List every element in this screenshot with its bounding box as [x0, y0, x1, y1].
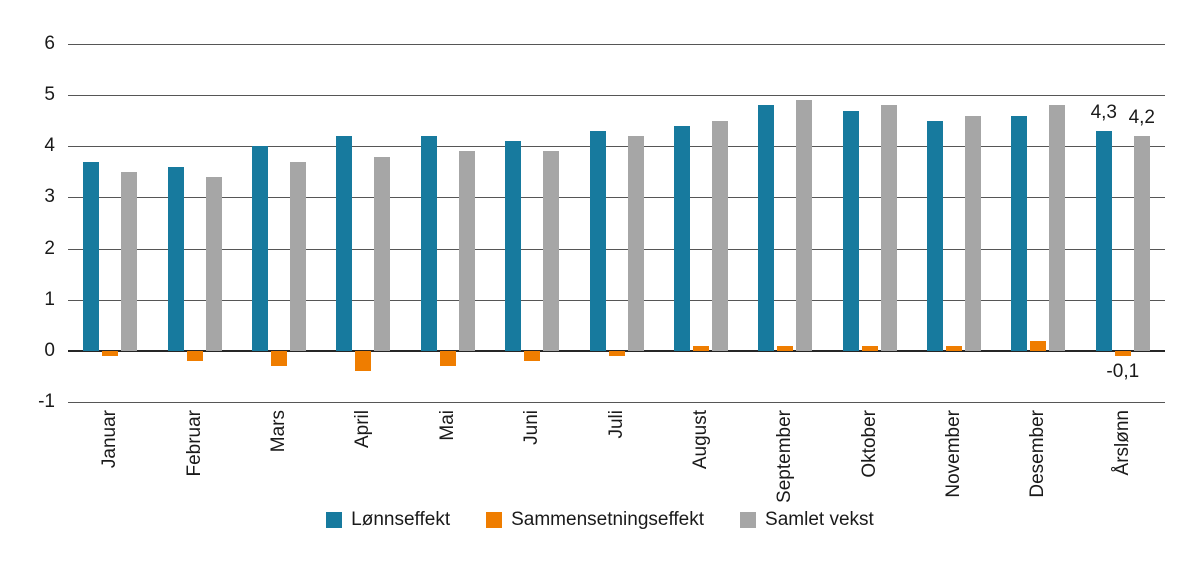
bar-sammensetningseffekt-juli	[608, 351, 625, 357]
x-axis-label: Desember	[1027, 410, 1049, 498]
bar-sammensetningseffekt-april	[355, 351, 372, 372]
bar-l-nnseffekt-august	[673, 125, 690, 351]
data-label: -0,1	[1106, 361, 1140, 383]
legend-swatch-samlet-vekst	[740, 512, 757, 528]
bar-samlet-vekst--rsl-nn	[1133, 136, 1150, 351]
bar-sammensetningseffekt-juni	[524, 351, 541, 362]
legend-label: Sammensetningseffekt	[511, 509, 705, 530]
legend-swatch-l-nnseffekt	[326, 512, 343, 528]
bar-sammensetningseffekt-oktober	[861, 345, 878, 351]
bar-l-nnseffekt-juni	[505, 141, 522, 351]
gridline	[68, 146, 1165, 148]
y-tick-label: 6	[44, 32, 55, 54]
chart-legend: Lønnseffekt Sammensetningseffekt Samlet ve…	[0, 509, 1200, 531]
bar-sammensetningseffekt-september	[777, 345, 794, 351]
bar-samlet-vekst-februar	[205, 177, 222, 351]
gridline	[68, 402, 1165, 404]
x-axis-label: Mai	[436, 410, 458, 441]
bar-samlet-vekst-september	[796, 100, 813, 351]
bar-l-nnseffekt-april	[336, 136, 353, 351]
bar-samlet-vekst-juni	[543, 151, 560, 351]
bar-sammensetningseffekt-november	[946, 345, 963, 351]
y-tick-label: 4	[44, 135, 55, 157]
x-axis-label: Januar	[99, 410, 121, 469]
x-axis-label: Mars	[267, 410, 289, 453]
y-tick-label: 2	[44, 237, 55, 259]
bar-l-nnseffekt-februar	[167, 166, 184, 351]
bar-l-nnseffekt-desember	[1011, 115, 1028, 351]
bar-samlet-vekst-juli	[627, 136, 644, 351]
bar-l-nnseffekt-oktober	[842, 110, 859, 351]
data-label: 4,3	[1090, 101, 1117, 123]
bar-l-nnseffekt-mai	[420, 136, 437, 351]
y-tick-label: 3	[44, 186, 55, 208]
bar-sammensetningseffekt-august	[692, 345, 709, 351]
bar-l-nnseffekt-mars	[251, 146, 268, 351]
bar-l-nnseffekt--rsl-nn	[1095, 130, 1112, 351]
gridline	[68, 95, 1165, 97]
legend-label: Lønnseffekt	[351, 509, 451, 530]
legend-label: Samlet vekst	[765, 509, 874, 530]
bar-samlet-vekst-desember	[1049, 105, 1066, 351]
bar-sammensetningseffekt-mai	[439, 351, 456, 367]
bar-samlet-vekst-august	[711, 120, 728, 351]
bar-l-nnseffekt-november	[927, 120, 944, 351]
bar-samlet-vekst-januar	[121, 171, 138, 351]
bar-samlet-vekst-oktober	[880, 105, 897, 351]
bar-l-nnseffekt-januar	[83, 161, 100, 351]
legend-item-samlet-vekst: Samlet vekst	[740, 509, 874, 531]
x-axis-label: August	[689, 410, 711, 470]
bar-l-nnseffekt-juli	[589, 130, 606, 351]
y-tick-label: 5	[44, 84, 55, 106]
gridline	[68, 43, 1165, 45]
y-tick-label: 0	[44, 340, 55, 361]
bar-samlet-vekst-april	[374, 156, 391, 351]
bar-sammensetningseffekt-mars	[270, 351, 287, 367]
bar-sammensetningseffekt--rsl-nn	[1114, 351, 1131, 357]
x-axis-label: Årslønn	[1111, 410, 1133, 476]
y-tick-label: -1	[38, 391, 55, 413]
x-axis-label: November	[943, 410, 965, 498]
bar-sammensetningseffekt-januar	[102, 351, 119, 357]
bar-samlet-vekst-mars	[289, 161, 306, 351]
x-axis-label: April	[352, 410, 374, 449]
y-tick-label: 1	[44, 288, 55, 310]
x-axis-label: Februar	[183, 410, 205, 477]
data-label: 4,2	[1128, 107, 1155, 129]
gridline	[68, 299, 1165, 301]
x-axis-label: Juni	[521, 410, 543, 445]
x-axis-label: Oktober	[858, 410, 880, 478]
bar-l-nnseffekt-september	[758, 105, 775, 351]
x-axis-label: Juli	[605, 410, 627, 439]
bar-samlet-vekst-mai	[458, 151, 475, 351]
bar-sammensetningseffekt-desember	[1030, 340, 1047, 351]
x-axis-label: September	[774, 410, 796, 503]
bar-sammensetningseffekt-februar	[186, 351, 203, 362]
legend-item-sammensetningseffekt: Sammensetningseffekt	[486, 509, 704, 531]
gridline	[68, 197, 1165, 199]
bar-samlet-vekst-november	[965, 115, 982, 351]
legend-item-l-nnseffekt: Lønnseffekt	[326, 509, 450, 531]
gridline	[68, 248, 1165, 250]
legend-swatch-sammensetningseffekt	[486, 512, 503, 528]
